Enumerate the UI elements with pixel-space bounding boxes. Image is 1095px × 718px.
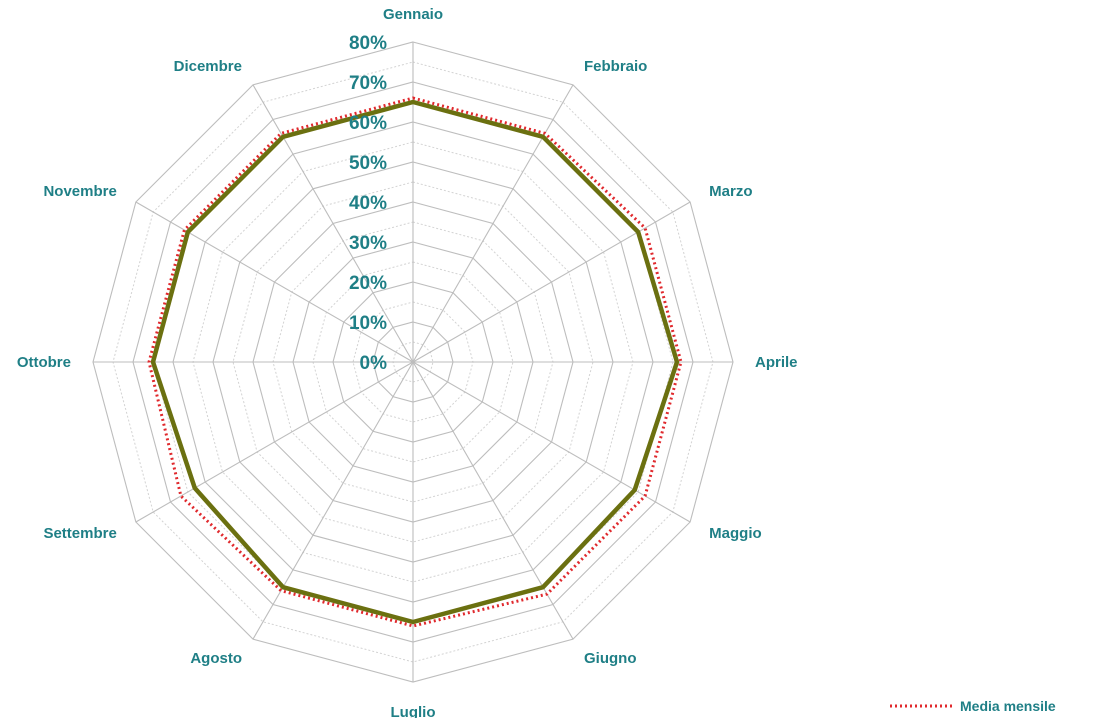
grid-spoke bbox=[135, 201, 414, 363]
legend-label-media-mensile: Media mensile bbox=[960, 698, 1056, 714]
category-label: Febbraio bbox=[584, 58, 647, 75]
category-label: Luglio bbox=[391, 704, 436, 718]
category-label: Aprile bbox=[755, 354, 798, 371]
tick-label: 40% bbox=[349, 193, 387, 214]
grid-spoke bbox=[412, 361, 574, 640]
category-label: Gennaio bbox=[383, 6, 443, 23]
category-label: Giugno bbox=[584, 650, 637, 667]
tick-label: 20% bbox=[349, 273, 387, 294]
grid-layer bbox=[92, 41, 734, 683]
series-layer bbox=[147, 96, 683, 628]
tick-label: 30% bbox=[349, 233, 387, 254]
category-label: Novembre bbox=[43, 183, 116, 200]
category-labels: Gennaio Febbraio Marzo Aprile Maggio Giugno Lu… bbox=[17, 6, 798, 718]
legend: Media mensile bbox=[890, 698, 1056, 714]
tick-label: 10% bbox=[349, 313, 387, 334]
category-label: Dicembre bbox=[174, 58, 242, 75]
category-label: Marzo bbox=[709, 183, 752, 200]
tick-label: 80% bbox=[349, 33, 387, 54]
tick-label: 70% bbox=[349, 73, 387, 94]
grid-spoke bbox=[412, 84, 574, 363]
category-label: Ottobre bbox=[17, 354, 71, 371]
tick-label: 60% bbox=[349, 113, 387, 134]
category-label: Maggio bbox=[709, 525, 762, 542]
tick-labels: 0% 10% 20% 30% 40% 50% 60% 70% 80% bbox=[349, 33, 387, 374]
tick-label: 50% bbox=[349, 153, 387, 174]
grid-spoke bbox=[412, 201, 691, 363]
tick-label: 0% bbox=[360, 353, 388, 374]
category-label: Settembre bbox=[43, 525, 116, 542]
series-line-1 bbox=[150, 99, 680, 625]
grid-spoke bbox=[135, 361, 414, 523]
grid-spoke bbox=[252, 361, 414, 640]
category-label: Agosto bbox=[190, 650, 242, 667]
grid-spoke bbox=[252, 84, 414, 363]
